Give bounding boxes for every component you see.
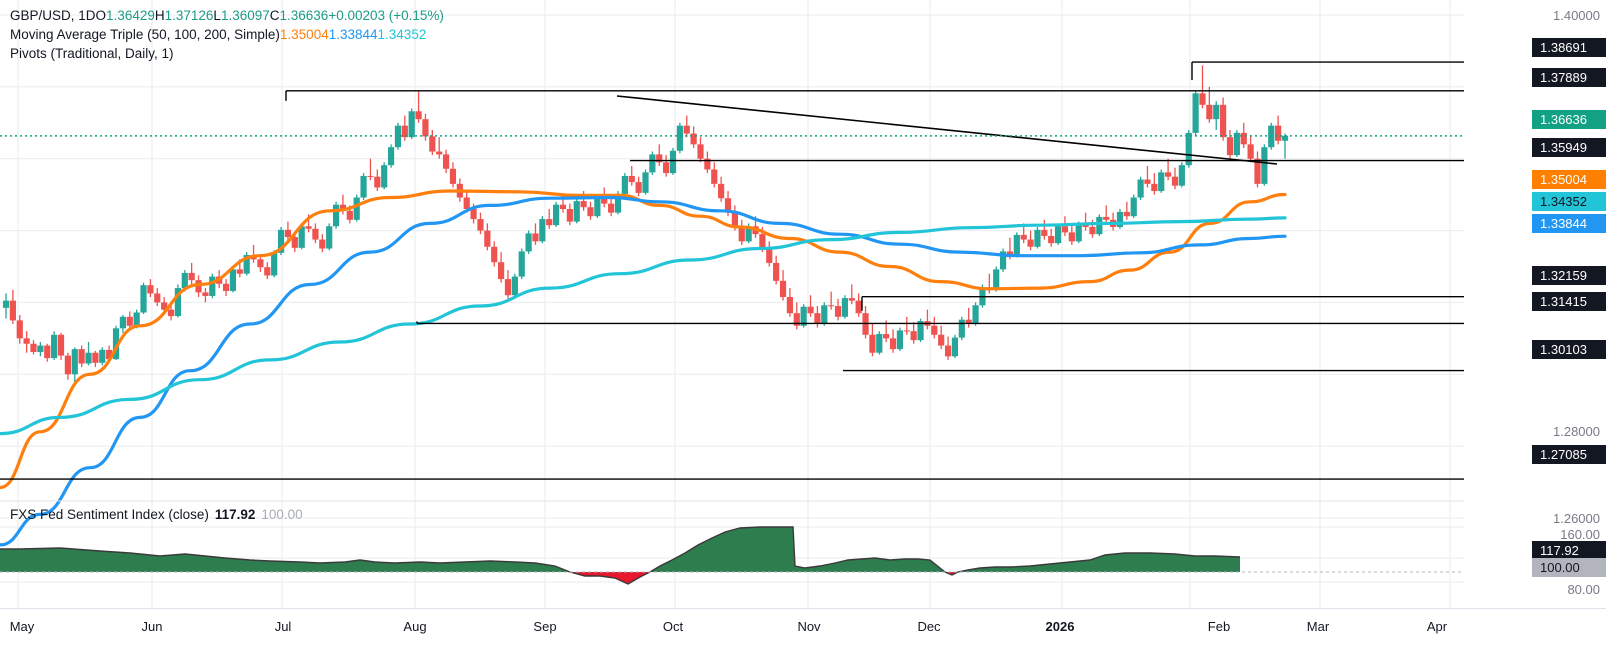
price-axis-badge[interactable]: 1.34352: [1532, 192, 1606, 211]
indicator-baseline: 100.00: [261, 507, 303, 522]
indicator-legend[interactable]: FXS Fed Sentiment Index (close) 117.92 100…: [10, 505, 303, 524]
price-axis-badge[interactable]: 1.36636: [1532, 110, 1606, 129]
price-axis-badge[interactable]: 1.32159: [1532, 266, 1606, 285]
price-axis-badge[interactable]: 1.30103: [1532, 340, 1606, 359]
indicator-title: FXS Fed Sentiment Index (close): [10, 507, 209, 522]
sentiment-index-series: [0, 526, 1464, 585]
time-axis-label: Apr: [1426, 619, 1448, 634]
price-axis-badge[interactable]: 1.31415: [1532, 292, 1606, 311]
time-axis-label: Nov: [797, 619, 821, 634]
price-axis-badge[interactable]: 1.35004: [1532, 170, 1606, 189]
price-axis-badge[interactable]: 1.27085: [1532, 445, 1606, 464]
price-axis-tick: 1.28000: [1553, 424, 1600, 439]
indicator-axis-badge[interactable]: 117.92: [1532, 541, 1606, 560]
price-axis[interactable]: 1.40000 1.28000 1.26000 1.38691 1.37889 1.366…: [1464, 0, 1606, 649]
trendline: [616, 95, 1278, 165]
time-axis-label: Sep: [533, 619, 557, 634]
time-axis-label: Feb: [1207, 619, 1231, 634]
time-axis-label: 2026: [1045, 619, 1075, 634]
time-axis[interactable]: May Jun Jul Aug Sep Oct Nov Dec 2026 Feb Mar Apr: [0, 608, 1606, 649]
time-axis-label: Jun: [141, 619, 163, 634]
time-axis-label: Aug: [403, 619, 427, 634]
price-axis-tick: 1.26000: [1553, 511, 1600, 526]
moving-average-overlays: [0, 189, 1287, 547]
price-axis-badge[interactable]: 1.38691: [1532, 38, 1606, 57]
price-axis-badge[interactable]: 1.37889: [1532, 68, 1606, 87]
price-axis-badge[interactable]: 1.33844: [1532, 214, 1606, 233]
time-axis-label: Dec: [917, 619, 941, 634]
price-axis-badge[interactable]: 1.35949: [1532, 138, 1606, 157]
time-axis-label: Oct: [662, 619, 684, 634]
indicator-axis-tick: 160.00: [1560, 527, 1600, 542]
time-axis-label: May: [9, 619, 35, 634]
price-axis-tick: 1.40000: [1553, 8, 1600, 23]
time-axis-label: Jul: [274, 619, 292, 634]
indicator-value: 117.92: [214, 507, 256, 522]
indicator-axis-tick: 80.00: [1567, 582, 1600, 597]
pivot-lines: [0, 61, 1464, 480]
time-axis-label: Mar: [1306, 619, 1330, 634]
indicator-axis-badge[interactable]: 100.00: [1532, 558, 1606, 577]
